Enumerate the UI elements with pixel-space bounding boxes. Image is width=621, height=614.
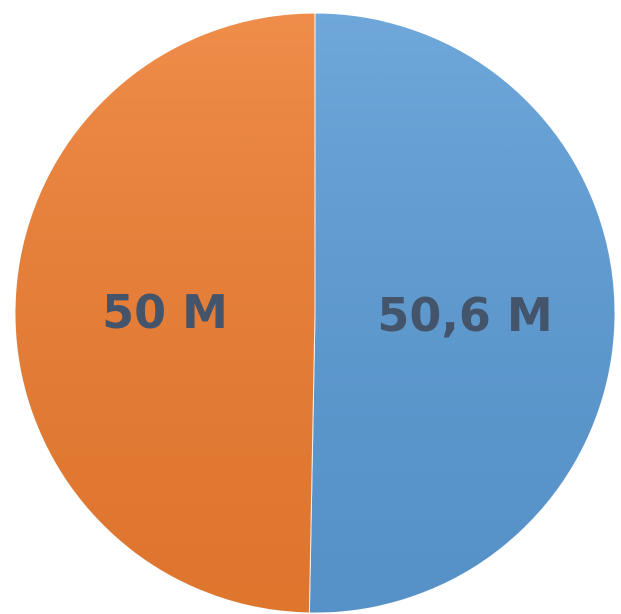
- labels: 50,6 M 50 M: [102, 285, 553, 342]
- data-label: 50,6 M: [377, 288, 552, 342]
- data-label: 50 M: [102, 285, 228, 339]
